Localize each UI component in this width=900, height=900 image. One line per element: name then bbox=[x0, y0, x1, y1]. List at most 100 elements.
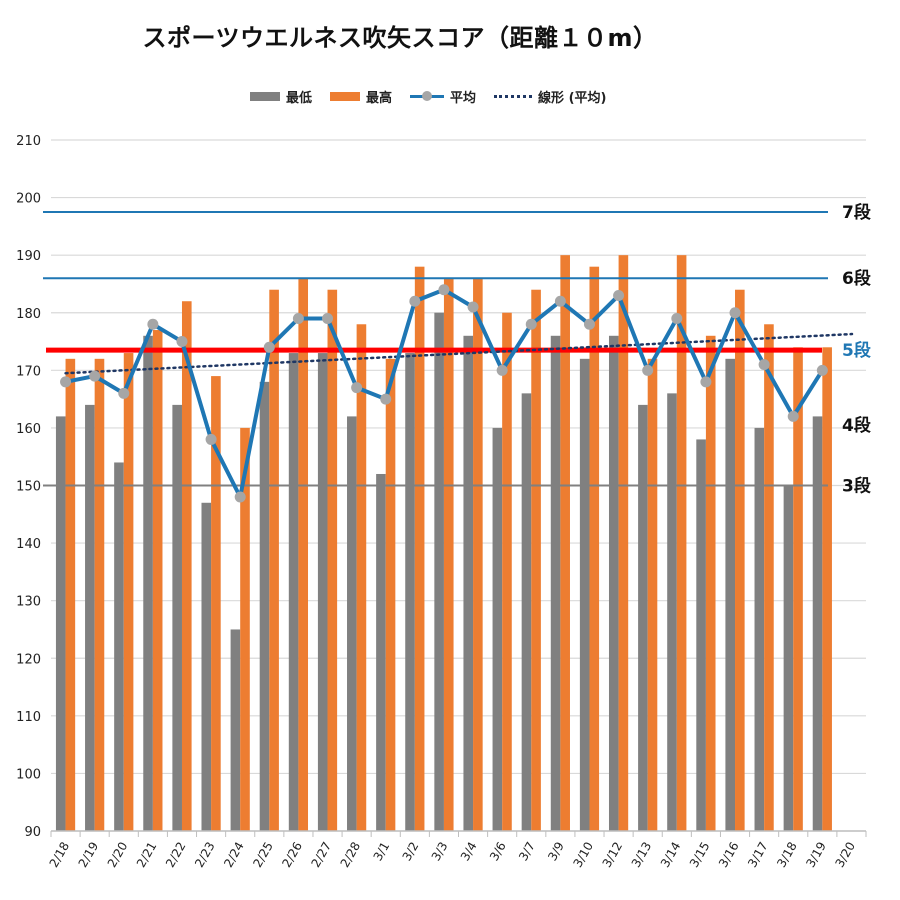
bar-min bbox=[172, 404, 182, 831]
legend-swatch-trend bbox=[494, 94, 533, 98]
bar-min bbox=[696, 439, 706, 831]
average-point bbox=[671, 313, 683, 325]
average-point bbox=[292, 313, 304, 325]
bar-min bbox=[754, 427, 765, 831]
bar-max bbox=[676, 255, 687, 831]
x-tick-label: 2/27 bbox=[309, 840, 335, 870]
bar-min bbox=[550, 335, 561, 831]
bar-min bbox=[376, 473, 386, 831]
y-tick-label: 150 bbox=[16, 480, 41, 495]
average-point bbox=[263, 341, 275, 353]
bar-min bbox=[288, 353, 299, 831]
bar-min bbox=[638, 404, 648, 831]
x-tick-label: 2/20 bbox=[105, 840, 131, 870]
bar-max bbox=[385, 358, 396, 831]
x-tick-label: 3/12 bbox=[600, 840, 626, 870]
bar-min bbox=[230, 629, 241, 831]
bar-min bbox=[114, 462, 124, 831]
bar-min bbox=[608, 335, 619, 831]
average-point bbox=[409, 295, 421, 307]
legend-item-max: 最高 bbox=[330, 87, 392, 106]
bar-max bbox=[735, 289, 745, 831]
bar-min bbox=[434, 312, 444, 831]
x-tick-label: 3/2 bbox=[400, 840, 422, 864]
average-point bbox=[60, 376, 72, 388]
average-point bbox=[147, 318, 159, 330]
average-point bbox=[234, 491, 246, 503]
bar-min bbox=[492, 427, 503, 831]
average-point bbox=[758, 359, 770, 371]
legend-swatch-avg bbox=[410, 90, 445, 102]
bar-max bbox=[298, 278, 309, 831]
bar-max bbox=[269, 289, 279, 831]
x-tick-label: 3/18 bbox=[774, 840, 800, 870]
average-point bbox=[642, 364, 654, 376]
average-point bbox=[496, 364, 508, 376]
average-point bbox=[118, 387, 130, 399]
bar-max bbox=[356, 324, 367, 831]
x-tick-label: 3/16 bbox=[716, 840, 742, 870]
bar-min bbox=[521, 393, 532, 831]
y-tick-label: 110 bbox=[16, 710, 41, 725]
x-tick-label: 2/28 bbox=[338, 840, 364, 870]
average-point bbox=[787, 410, 799, 422]
average-point bbox=[351, 382, 363, 394]
bar-max bbox=[618, 255, 629, 831]
average-point bbox=[729, 307, 741, 319]
x-tick-label: 2/23 bbox=[192, 840, 218, 870]
x-tick-label: 2/21 bbox=[134, 840, 160, 870]
x-tick-label: 3/17 bbox=[745, 840, 771, 870]
x-tick-label: 3/20 bbox=[832, 840, 858, 870]
chart-title: スポーツウエルネス吹矢スコア（距離１０m） bbox=[142, 24, 658, 52]
x-tick-label: 3/1 bbox=[371, 840, 393, 864]
y-tick-label: 180 bbox=[16, 307, 41, 322]
y-tick-label: 170 bbox=[16, 364, 41, 379]
average-point bbox=[380, 393, 392, 405]
bar-max bbox=[414, 266, 425, 831]
bar-max bbox=[181, 301, 192, 831]
legend-label-trend: 線形 (平均) bbox=[538, 90, 607, 106]
bar-min bbox=[463, 335, 474, 831]
average-point bbox=[205, 433, 217, 445]
bar-max bbox=[65, 358, 76, 831]
bar-max bbox=[793, 347, 803, 831]
bar-min bbox=[812, 416, 823, 831]
bar-min bbox=[201, 502, 212, 831]
x-tick-label: 3/10 bbox=[570, 840, 596, 870]
bar-min bbox=[347, 416, 357, 831]
bar-max bbox=[123, 353, 134, 831]
legend-item-avg: 平均 bbox=[410, 87, 476, 106]
average-point bbox=[613, 289, 625, 301]
reference-label: 4段 bbox=[842, 415, 871, 436]
bar-max bbox=[443, 278, 454, 831]
x-tick-label: 3/6 bbox=[487, 840, 509, 864]
bar-min bbox=[143, 335, 153, 831]
bar-min bbox=[259, 381, 270, 831]
reference-label: 7段 bbox=[842, 202, 871, 223]
bar-min bbox=[55, 416, 66, 831]
legend-label-avg: 平均 bbox=[450, 90, 477, 106]
bar-max bbox=[764, 324, 774, 831]
y-tick-label: 190 bbox=[16, 249, 41, 264]
average-point bbox=[89, 370, 101, 382]
x-tick-label: 3/14 bbox=[658, 840, 684, 870]
trendline bbox=[64, 332, 854, 375]
bar-max bbox=[240, 427, 250, 831]
x-tick-label: 3/9 bbox=[545, 840, 567, 864]
y-tick-label: 200 bbox=[16, 192, 41, 207]
x-tick-label: 3/13 bbox=[629, 840, 655, 870]
bar-min bbox=[405, 353, 415, 831]
bar-max bbox=[502, 312, 512, 831]
bar-max bbox=[705, 335, 716, 831]
average-point bbox=[438, 284, 450, 296]
reference-label: 6段 bbox=[842, 268, 871, 289]
x-tick-label: 2/19 bbox=[76, 840, 102, 870]
y-tick-label: 210 bbox=[16, 134, 41, 149]
average-point bbox=[176, 336, 188, 348]
bar-min bbox=[317, 353, 328, 831]
reference-label: 5段 bbox=[842, 340, 871, 361]
y-tick-label: 120 bbox=[16, 652, 41, 667]
x-tick-label: 2/25 bbox=[250, 840, 276, 870]
